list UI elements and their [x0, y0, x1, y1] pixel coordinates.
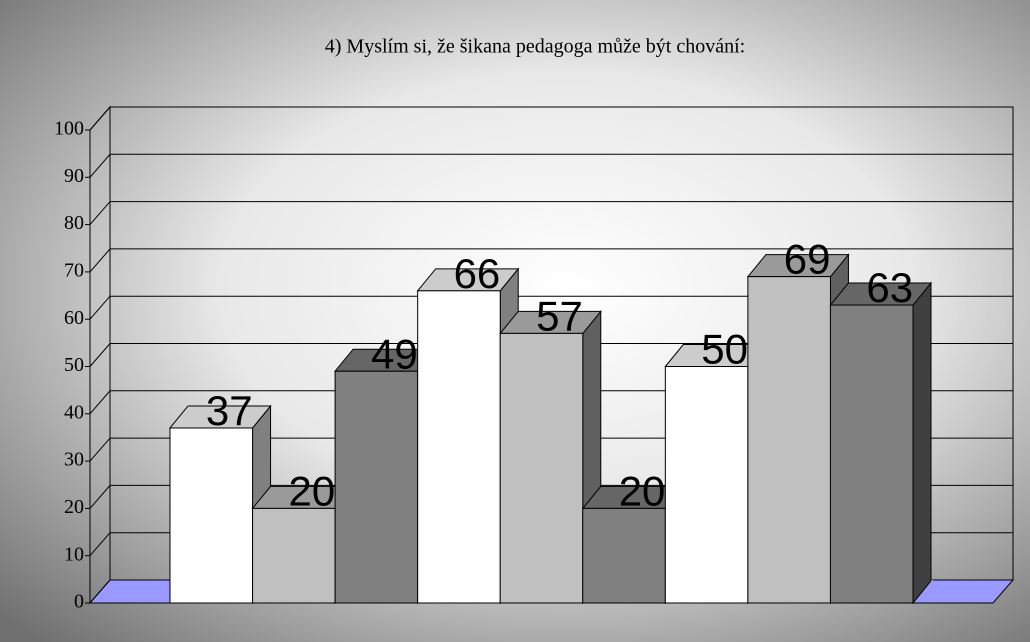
y-tick-label: 60: [64, 307, 84, 329]
y-tick-label: 70: [64, 259, 84, 281]
y-tick-label: 90: [64, 165, 84, 187]
grid-line: [89, 153, 1013, 178]
grid-line: [89, 106, 1013, 131]
y-tick-label: 0: [74, 591, 84, 613]
bar: [417, 290, 501, 604]
data-label: 69: [784, 236, 831, 283]
grid-line: [89, 343, 1013, 367]
bar: [829, 304, 914, 604]
data-label: 63: [866, 264, 913, 311]
y-tick-label: 80: [64, 212, 84, 234]
y-tick-label: 30: [64, 449, 84, 471]
bar: [252, 507, 336, 604]
bar: [582, 507, 666, 604]
bar: [499, 332, 584, 604]
y-tick-label: 40: [64, 401, 84, 423]
bar: [747, 276, 831, 604]
bar: [169, 427, 254, 604]
bar: [664, 366, 749, 604]
y-tick-label: 20: [64, 496, 84, 518]
data-label: 20: [619, 467, 666, 514]
y-tick-label: 10: [64, 543, 84, 565]
data-label: 50: [701, 326, 748, 373]
grid-line: [89, 295, 1013, 320]
chart-title: 4) Myslím si, že šikana pedagoga může bý…: [325, 36, 745, 58]
bar: [334, 370, 419, 604]
y-tick-label: 100: [54, 118, 84, 140]
y-tick-label: 50: [64, 354, 84, 376]
data-label: 37: [206, 387, 253, 434]
data-label: 66: [454, 250, 501, 297]
grid-line: [89, 248, 1013, 273]
data-label: 57: [536, 292, 583, 339]
data-label: 49: [371, 330, 418, 377]
data-label: 20: [288, 467, 335, 514]
grid-line: [89, 201, 1013, 225]
bar-side: [912, 281, 932, 605]
